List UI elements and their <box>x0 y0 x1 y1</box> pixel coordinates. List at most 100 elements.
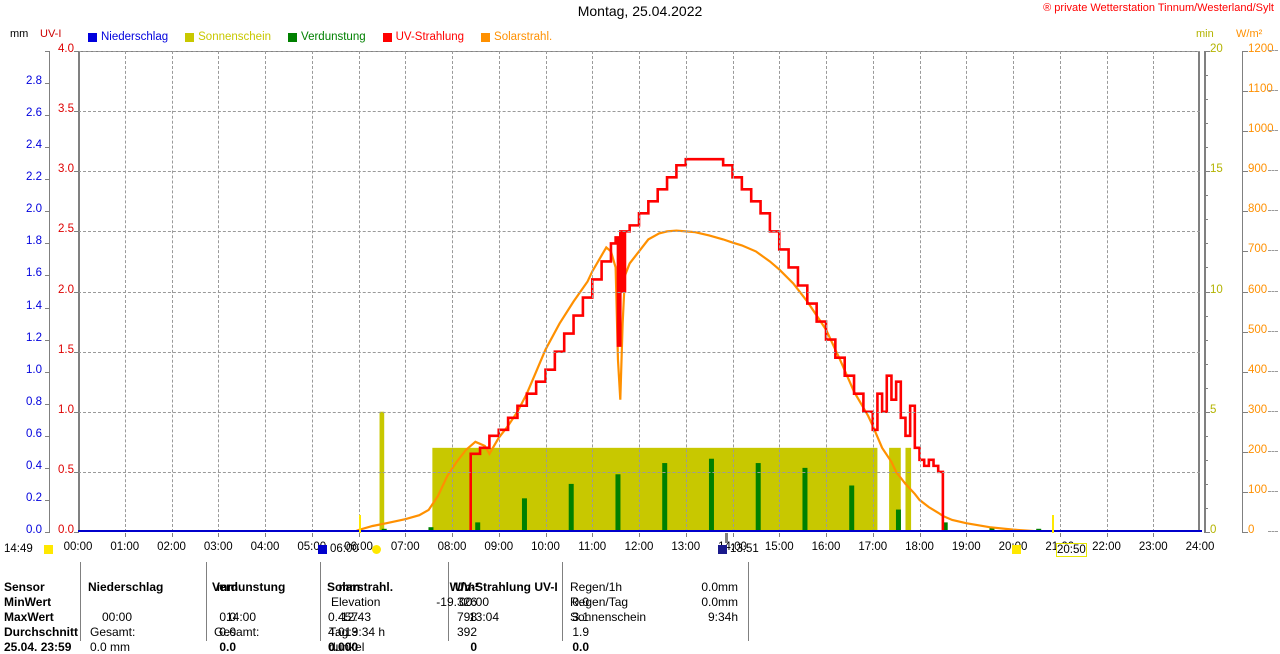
tick-label-time: 09:00 <box>484 541 514 553</box>
legend-label: Niederschlag <box>101 31 169 43</box>
rain-gauge-icon <box>318 545 327 554</box>
axis-tick-mark <box>311 533 313 537</box>
axis-tick-mark <box>1204 75 1208 77</box>
axis-tick-mark <box>966 533 968 537</box>
tick-extension <box>1268 330 1278 332</box>
axis-tick-mark <box>1059 533 1061 537</box>
tick-label-wm2: 0 <box>1248 524 1255 536</box>
gridline-vertical <box>311 51 313 532</box>
axis-tick-mark <box>1204 459 1208 461</box>
table-row-label: 25.04. 23:59 <box>4 640 72 654</box>
axis-tick-mark <box>1242 491 1248 493</box>
tick-label-mm: 0.2 <box>26 491 42 504</box>
axis-tick-mark <box>1204 195 1208 197</box>
gridline-vertical <box>779 51 781 532</box>
axis-tick-mark <box>45 211 50 213</box>
tick-label-uvi: 1.5 <box>58 343 74 356</box>
marker-solar-noon-time: 13:51 <box>730 543 759 555</box>
axis-tick-mark <box>1204 339 1208 341</box>
axis-tick-mark <box>1204 51 1210 52</box>
table-max-time: 12:43 <box>341 610 372 624</box>
tick-label-uvi: 1.0 <box>58 403 74 416</box>
legend-label: Verdunstung <box>301 31 366 43</box>
tick-extension <box>1268 410 1278 412</box>
axis-tick-mark <box>1013 533 1014 537</box>
evaporation-spike <box>428 527 434 532</box>
table-summary-value: 9:34h <box>707 610 738 624</box>
evaporation-spike <box>849 485 855 532</box>
gridline-vertical <box>872 51 874 532</box>
gridline-vertical <box>1059 51 1061 532</box>
table-max-value: 798 <box>456 610 477 624</box>
tick-label-min: 20 <box>1210 43 1223 55</box>
sunset-marker-line <box>1051 515 1054 533</box>
tick-label-mm: 0.6 <box>26 427 42 440</box>
evaporation-spike <box>662 463 668 532</box>
legend-item-solarstrahl: Solarstrahl. <box>481 31 552 43</box>
table-summary-label: Sonnenschein <box>570 610 647 624</box>
tick-label-uvi: 3.0 <box>58 163 74 176</box>
legend-swatch-icon <box>185 32 195 42</box>
marker-sunrise-time: 06:00 <box>330 543 359 555</box>
tick-label-uvi: 4.0 <box>58 43 74 55</box>
table-avg-label: Tag:9:34 h <box>329 625 386 639</box>
axis-tick-mark <box>45 179 50 181</box>
axis-tick-mark <box>1242 251 1248 253</box>
table-column-header: Niederschlag <box>88 580 164 594</box>
evaporation-spike <box>708 458 714 532</box>
axis-tick-mark <box>45 51 50 52</box>
axis-tick-mark <box>405 533 407 537</box>
axis-tick-mark <box>1242 91 1248 93</box>
tick-label-mm: 2.4 <box>26 139 42 152</box>
tick-label-wm2: 700 <box>1248 243 1268 256</box>
axis-tick-mark <box>218 533 220 537</box>
table-min-time: Elevation <box>331 595 381 609</box>
axis-tick-mark <box>498 533 500 537</box>
tick-extension <box>1268 450 1278 452</box>
table-column-header: Solarstrahl. <box>327 580 394 594</box>
axis-tick-mark <box>74 111 79 113</box>
table-divider <box>448 562 449 641</box>
axis-tick-mark <box>1204 315 1208 317</box>
axis-tick-mark <box>1204 411 1210 413</box>
axis-tick-mark <box>358 533 360 537</box>
gridline-vertical <box>171 51 173 532</box>
table-max-value: 3.1 <box>572 610 589 624</box>
axis-tick-mark <box>1242 211 1248 213</box>
axis-tick-mark <box>74 291 79 293</box>
tick-label-mm: 2.0 <box>26 203 42 216</box>
table-row-label: MinWert <box>4 595 52 609</box>
zero-baseline <box>78 530 1202 532</box>
axis-tick-mark <box>685 533 687 537</box>
axis-tick-mark <box>45 115 50 117</box>
axis-tick-mark <box>45 467 50 469</box>
tick-label-min: 0 <box>1210 524 1217 536</box>
tick-label-mm: 1.4 <box>26 299 42 312</box>
axis-tick-mark <box>545 533 547 537</box>
tick-label-time: 16:00 <box>811 541 841 553</box>
axis-tick-mark <box>1242 51 1248 52</box>
evaporation-spike <box>942 522 948 532</box>
axis-tick-mark <box>45 532 50 533</box>
gridline-vertical <box>498 51 500 532</box>
tick-label-uvi: 3.5 <box>58 103 74 116</box>
tick-label-time: 23:00 <box>1138 541 1168 553</box>
legend-swatch-icon <box>382 32 392 42</box>
tick-label-time: 17:00 <box>858 541 888 553</box>
table-summary-value: 0.0mm <box>701 595 738 609</box>
tick-extension <box>1268 130 1278 132</box>
tick-label-mm: 0.4 <box>26 459 42 472</box>
legend-item-uvstrahlung: UV-Strahlung <box>382 31 465 43</box>
tick-extension <box>1268 50 1278 51</box>
axis-tick-mark <box>74 351 79 353</box>
table-row-label: Durchschnitt <box>4 625 79 639</box>
gridline-vertical <box>966 51 968 532</box>
table-avg-label: Gesamt: <box>90 625 136 639</box>
axis-tick-mark <box>74 171 79 173</box>
tick-label-time: 08:00 <box>437 541 467 553</box>
series-line-uvstrahlung <box>78 157 1200 532</box>
tick-label-time: 12:00 <box>624 541 654 553</box>
legend-label: UV-Strahlung <box>395 31 465 43</box>
axis-tick-mark <box>1204 243 1208 245</box>
evaporation-spike <box>475 522 481 532</box>
